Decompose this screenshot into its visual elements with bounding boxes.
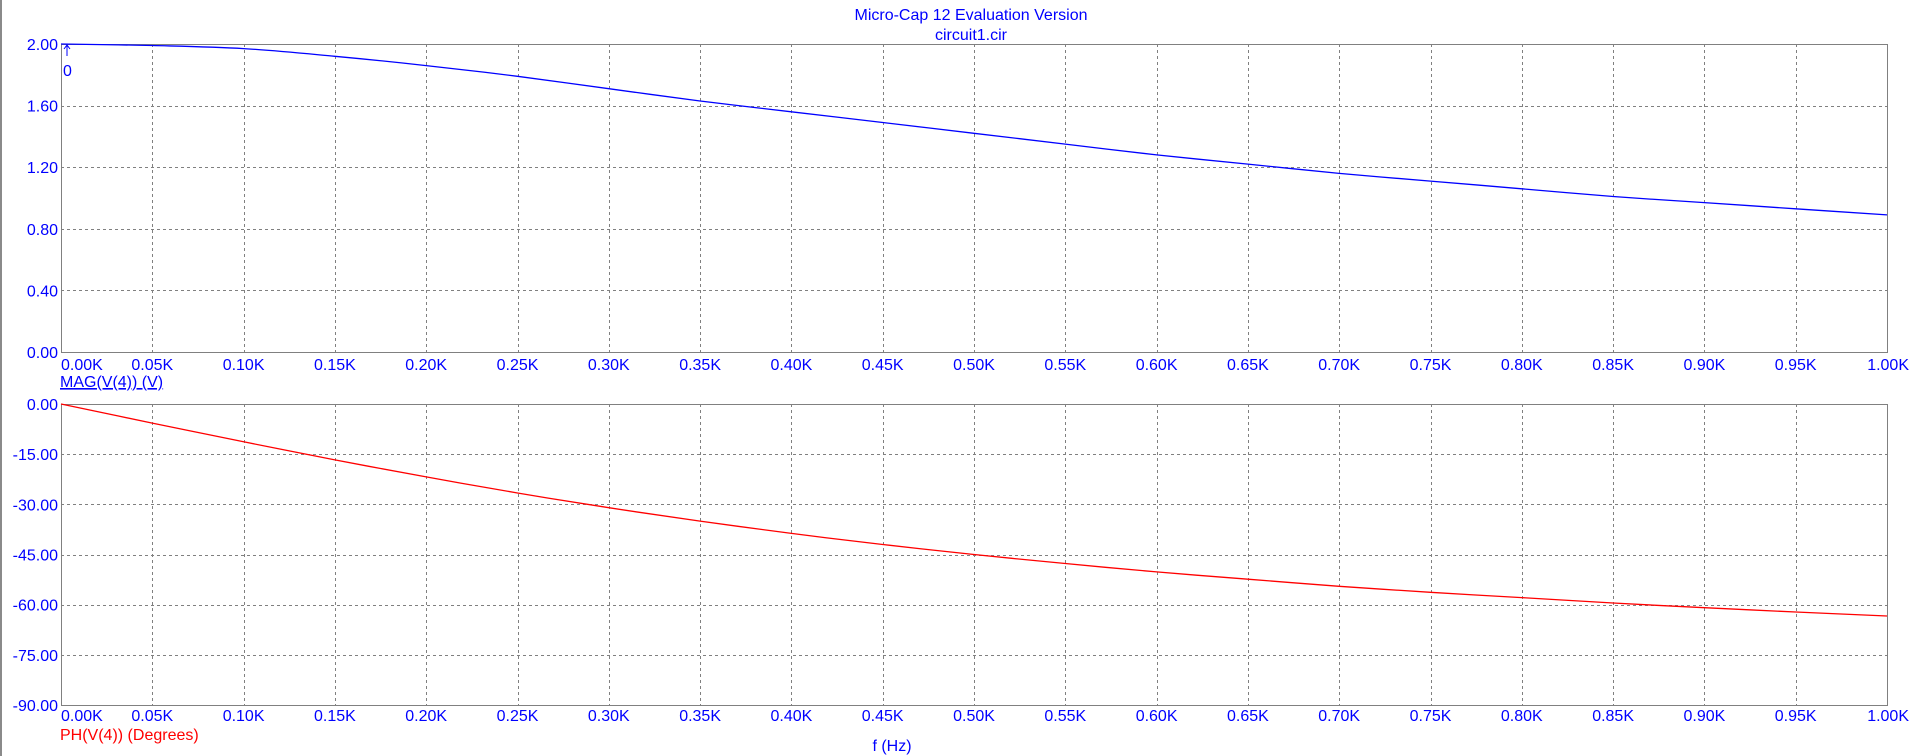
- x-tick-label: 0.10K: [223, 357, 265, 374]
- x-tick-label: 0.65K: [1227, 357, 1269, 374]
- circuit-filename: circuit1.cir: [935, 27, 1008, 44]
- y-tick-label: -45.00: [13, 548, 58, 565]
- series-line[interactable]: [60, 403, 1888, 617]
- x-tick-label: 0.35K: [679, 708, 721, 725]
- x-tick-label: 0.40K: [770, 708, 812, 725]
- x-tick-label: 0.20K: [405, 357, 447, 374]
- x-tick-label: 1.00K: [1867, 357, 1909, 374]
- magnitude-plot[interactable]: 0.00 0.40 0.80 1.20 1.60 2.00 0.00K 0.05K 0.10K 0…: [27, 37, 1909, 391]
- y-tick-label: 0.00: [27, 345, 58, 362]
- x-tick-label: 0.50K: [953, 357, 995, 374]
- x-tick-label: 0.25K: [497, 357, 539, 374]
- x-tick-label: 0.15K: [314, 357, 356, 374]
- x-tick-label: 0.90K: [1683, 708, 1725, 725]
- x-tick-label: 0.05K: [131, 708, 173, 725]
- y-tick-label: 1.60: [27, 99, 58, 116]
- x-tick-label: 0.85K: [1592, 357, 1634, 374]
- y-tick-label: -90.00: [13, 698, 58, 715]
- curve-label[interactable]: MAG(V(4)) (V): [60, 374, 163, 391]
- x-tick-label: 0.30K: [588, 357, 630, 374]
- x-tick-label: 0.35K: [679, 357, 721, 374]
- x-tick-label: 0.75K: [1410, 708, 1452, 725]
- y-tick-label: 0.40: [27, 283, 58, 300]
- cursor-arrow-icon: [63, 44, 71, 50]
- x-tick-label: 0.95K: [1775, 708, 1817, 725]
- x-tick-label: 0.45K: [862, 708, 904, 725]
- x-tick-label: 0.25K: [497, 708, 539, 725]
- x-tick-label: 0.65K: [1227, 708, 1269, 725]
- x-tick-label: 0.20K: [405, 708, 447, 725]
- x-tick-label: 0.80K: [1501, 357, 1543, 374]
- curve-label[interactable]: PH(V(4)) (Degrees): [60, 727, 199, 744]
- plot-panels: 0.000.400.801.201.602.000.00K 0.05K 0.10K 0…: [13, 37, 1910, 744]
- x-tick-label: 0.00K: [61, 357, 103, 374]
- phase-plot[interactable]: 0.00 -15.00 -30.00 -45.00 -60.00 -75.00 -90.00…: [13, 397, 1910, 744]
- x-tick-label: 0.40K: [770, 357, 812, 374]
- x-tick-label: 0.60K: [1136, 357, 1178, 374]
- x-tick-label: 0.75K: [1410, 357, 1452, 374]
- y-tick-label: 1.20: [27, 160, 58, 177]
- y-tick-label: 2.00: [27, 37, 58, 54]
- plot-frame: [61, 44, 1888, 353]
- series-line[interactable]: [60, 43, 1888, 216]
- x-tick-label: 0.70K: [1318, 708, 1360, 725]
- y-tick-label: 0.00: [27, 397, 58, 414]
- y-tick-label: -15.00: [13, 447, 58, 464]
- cursor-marker[interactable]: 0: [63, 44, 72, 80]
- x-tick-label: 1.00K: [1867, 708, 1909, 725]
- x-tick-label: 0.55K: [1044, 357, 1086, 374]
- window-left-edge: [0, 0, 2, 756]
- x-tick-label: 0.60K: [1136, 708, 1178, 725]
- x-tick-label: 0.05K: [131, 357, 173, 374]
- y-tick-label: -60.00: [13, 598, 58, 615]
- y-tick-label: 0.80: [27, 222, 58, 239]
- x-tick-label: 0.95K: [1775, 357, 1817, 374]
- x-tick-label: 0.15K: [314, 708, 356, 725]
- x-tick-label: 0.45K: [862, 357, 904, 374]
- x-axis-label: f (Hz): [872, 738, 911, 755]
- x-tick-label: 0.85K: [1592, 708, 1634, 725]
- window-title: Micro-Cap 12 Evaluation Version: [854, 7, 1087, 24]
- x-tick-label: 0.30K: [588, 708, 630, 725]
- x-tick-label: 0.55K: [1044, 708, 1086, 725]
- x-tick-label: 0.70K: [1318, 357, 1360, 374]
- x-tick-label: 0.80K: [1501, 708, 1543, 725]
- y-tick-label: -30.00: [13, 497, 58, 514]
- x-tick-label: 0.50K: [953, 708, 995, 725]
- y-tick-label: -75.00: [13, 648, 58, 665]
- x-tick-label: 0.00K: [61, 708, 103, 725]
- cursor-number-label: 0: [63, 63, 72, 80]
- plot-frame: [61, 404, 1888, 706]
- x-tick-label: 0.10K: [223, 708, 265, 725]
- x-tick-label: 0.90K: [1683, 357, 1725, 374]
